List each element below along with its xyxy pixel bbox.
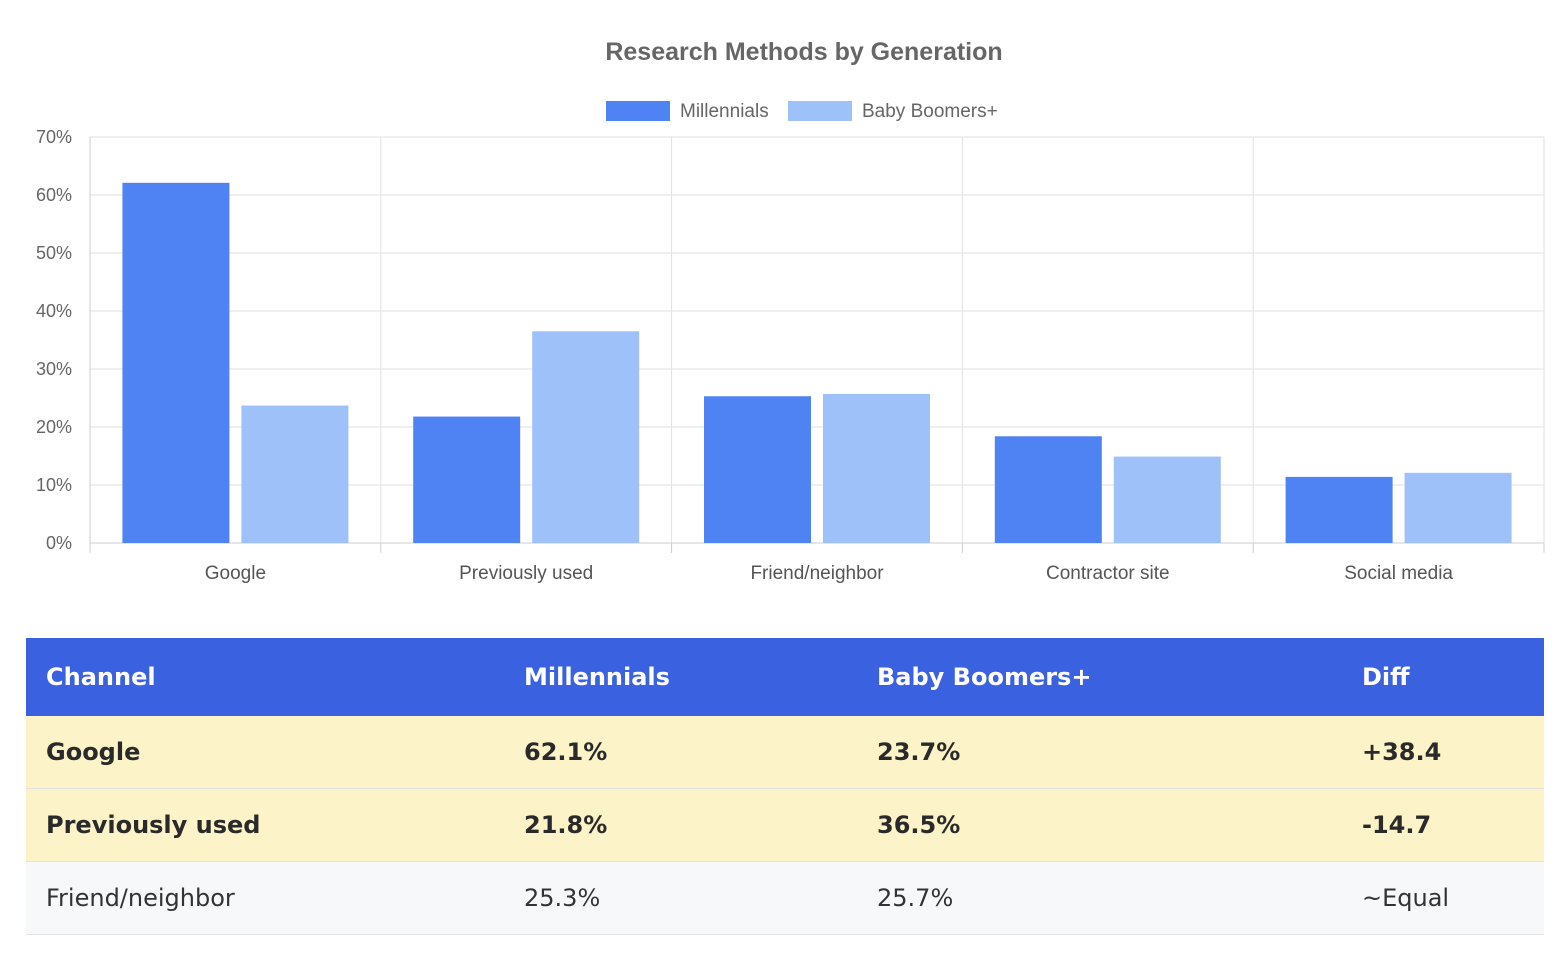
legend-label-1: Millennials xyxy=(680,101,769,122)
cell-channel: Google xyxy=(26,716,504,789)
cell-millennials: 62.1% xyxy=(504,716,857,789)
y-tick-label: 10% xyxy=(36,475,72,495)
cell-diff: -14.7 xyxy=(1342,788,1544,862)
bar-baby-boomers xyxy=(823,393,930,543)
header-baby-boomers: Baby Boomers+ xyxy=(857,638,1342,716)
bar-baby-boomers xyxy=(1113,456,1221,543)
bar-baby-boomers xyxy=(532,331,640,543)
cell-diff: +38.4 xyxy=(1342,716,1544,789)
y-tick-label: 30% xyxy=(36,359,72,379)
bar-baby-boomers xyxy=(241,405,349,543)
legend-label-2: Baby Boomers+ xyxy=(862,101,998,122)
bar-millennials xyxy=(413,416,521,543)
bar-millennials xyxy=(704,396,811,543)
cell-diff: ~Equal xyxy=(1342,861,1544,935)
cell-baby-boomers: 36.5% xyxy=(857,788,1342,862)
bar-millennials xyxy=(1285,476,1393,543)
table-row: Google 62.1% 23.7% +38.4 xyxy=(26,716,1544,789)
chart-title: Research Methods by Generation xyxy=(605,38,1002,66)
cell-channel: Friend/neighbor xyxy=(26,861,504,935)
cell-millennials: 25.3% xyxy=(504,861,857,935)
bar-chart: Research Methods by Generation Millennial… xyxy=(36,38,1545,584)
y-tick-label: 70% xyxy=(36,127,72,147)
table-header-row: Channel Millennials Baby Boomers+ Diff xyxy=(26,638,1544,716)
y-tick-label: 40% xyxy=(36,301,72,321)
table-header: Channel Millennials Baby Boomers+ Diff xyxy=(26,638,1544,716)
table-row: Previously used 21.8% 36.5% -14.7 xyxy=(26,788,1544,862)
cell-channel: Previously used xyxy=(26,788,504,862)
legend-swatch-1 xyxy=(606,101,670,121)
chart-canvas: Research Methods by Generation Millennial… xyxy=(36,38,1545,584)
x-tick-label: Social media xyxy=(1344,563,1453,584)
header-diff: Diff xyxy=(1342,638,1544,716)
y-tick-label: 20% xyxy=(36,417,72,437)
bar-baby-boomers xyxy=(1404,472,1512,543)
y-tick-label: 60% xyxy=(36,185,72,205)
legend-swatch-2 xyxy=(788,101,852,121)
x-tick-label: Friend/neighbor xyxy=(750,563,884,584)
header-millennials: Millennials xyxy=(504,638,857,716)
cell-baby-boomers: 25.7% xyxy=(857,861,1342,935)
y-tick-label: 0% xyxy=(46,533,72,553)
bar-millennials xyxy=(994,436,1102,543)
header-channel: Channel xyxy=(26,638,504,716)
x-tick-label: Google xyxy=(205,563,266,584)
cell-millennials: 21.8% xyxy=(504,788,857,862)
table-body: Google 62.1% 23.7% +38.4 Previously used… xyxy=(26,716,1544,935)
table-row: Friend/neighbor 25.3% 25.7% ~Equal xyxy=(26,861,1544,935)
cell-baby-boomers: 23.7% xyxy=(857,716,1342,789)
x-tick-label: Previously used xyxy=(459,563,593,584)
y-tick-label: 50% xyxy=(36,243,72,263)
comparison-table: Channel Millennials Baby Boomers+ Diff G… xyxy=(26,638,1544,935)
x-tick-label: Contractor site xyxy=(1046,563,1170,584)
comparison-table-container: Channel Millennials Baby Boomers+ Diff G… xyxy=(26,638,1544,935)
bar-millennials xyxy=(122,182,230,543)
